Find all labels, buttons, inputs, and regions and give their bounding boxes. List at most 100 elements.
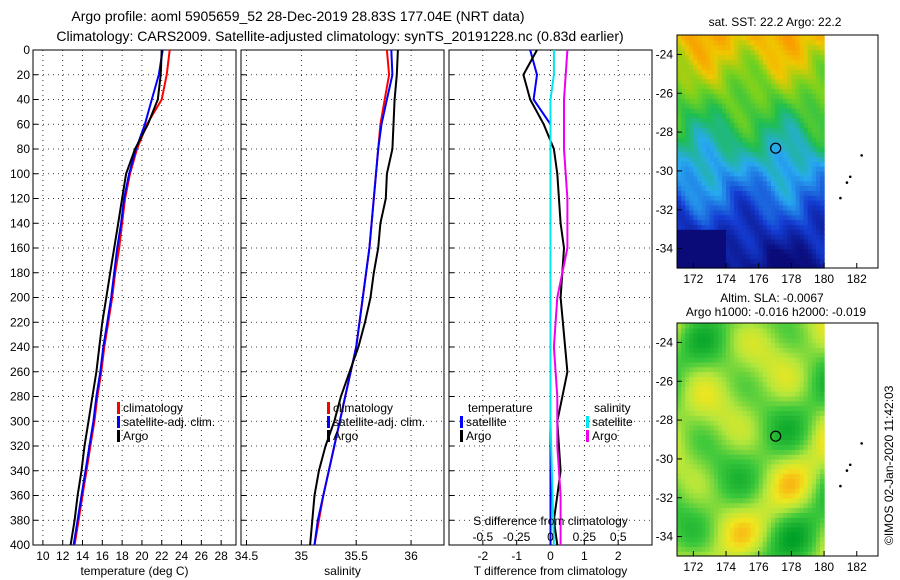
map-cell — [779, 352, 784, 358]
map-cell — [762, 531, 768, 538]
map-cell — [738, 551, 743, 557]
map-cell — [734, 439, 739, 445]
map-cell — [746, 337, 752, 344]
map-cell — [721, 429, 727, 436]
map-cell — [791, 88, 797, 94]
map-cell — [730, 405, 735, 411]
map-cell — [705, 180, 711, 187]
map-cell — [726, 444, 731, 450]
map-cell — [791, 395, 797, 402]
map-cell — [783, 107, 788, 114]
y-tick-label: -26 — [656, 374, 674, 388]
map-cell — [713, 352, 719, 358]
map-cell — [762, 424, 768, 431]
map-cell — [689, 458, 694, 465]
map-cell — [689, 478, 694, 484]
map-cell — [693, 357, 698, 363]
map-cell — [697, 64, 703, 70]
map-cell — [730, 337, 735, 344]
map-cell — [681, 107, 686, 114]
map-cell — [693, 98, 698, 104]
map-cell — [742, 214, 748, 221]
map-cell — [681, 59, 686, 65]
map-cell — [730, 361, 735, 368]
x-tick-label: 1 — [581, 549, 588, 563]
map-cell — [787, 483, 792, 489]
map-cell — [713, 107, 719, 114]
map-cell — [807, 531, 813, 538]
map-cell — [730, 497, 735, 504]
map-cell — [697, 546, 703, 552]
map-cell — [726, 332, 731, 339]
map-cell — [705, 357, 711, 363]
map-cell — [709, 361, 715, 368]
map-cell — [766, 463, 772, 470]
map-cell — [705, 93, 711, 99]
map-cell — [799, 463, 805, 470]
map-cell — [717, 395, 723, 402]
map-cell — [771, 352, 776, 358]
map-cell — [787, 546, 792, 552]
map-cell — [730, 381, 735, 387]
map-cell — [701, 214, 707, 221]
map-cell — [689, 483, 694, 489]
map-cell — [717, 69, 723, 75]
map-cell — [771, 224, 776, 230]
map-cell — [730, 410, 735, 416]
map-cell — [709, 410, 715, 416]
map-cell — [815, 204, 821, 211]
map-cell — [693, 400, 698, 407]
map-cell — [754, 132, 760, 138]
map-cell — [681, 337, 686, 344]
map-cell — [807, 420, 813, 426]
map-cell — [799, 175, 805, 182]
map-cell — [750, 323, 756, 329]
map-cell — [807, 488, 813, 494]
map-cell — [815, 488, 821, 494]
map-cell — [791, 415, 797, 421]
map-cell — [799, 151, 805, 157]
map-cell — [779, 395, 784, 402]
map-cell — [746, 434, 752, 441]
map-cell — [795, 88, 801, 94]
map-cell — [697, 136, 703, 143]
map-cell — [677, 69, 682, 75]
map-cell — [717, 243, 723, 250]
map-cell — [787, 185, 792, 191]
map-cell — [799, 522, 805, 528]
map-cell — [738, 488, 743, 494]
map-cell — [811, 190, 817, 196]
top-tick-label: 0.25 — [573, 530, 597, 544]
map-cell — [750, 185, 756, 191]
map-cell — [742, 204, 748, 211]
map-cell — [787, 352, 792, 358]
map-cell — [705, 234, 711, 240]
map-cell — [803, 180, 809, 187]
map-cell — [685, 93, 690, 99]
map-cell — [721, 214, 727, 221]
map-cell — [721, 497, 727, 504]
map-cell — [742, 78, 748, 85]
map-cell — [750, 229, 756, 235]
map-cell — [807, 405, 813, 411]
map-cell — [750, 497, 756, 504]
map-cell — [677, 141, 682, 148]
y-tick-label: -30 — [656, 452, 674, 466]
map-cell — [742, 49, 748, 56]
map-cell — [820, 44, 825, 51]
map-cell — [721, 376, 727, 382]
map-cell — [689, 146, 694, 153]
map-cell — [811, 185, 817, 191]
map-cell — [799, 410, 805, 416]
map-cell — [713, 214, 719, 221]
map-cell — [779, 83, 784, 89]
map-cell — [811, 352, 817, 358]
map-cell — [758, 395, 764, 402]
map-cell — [730, 238, 735, 245]
map-cell — [685, 175, 690, 182]
map-cell — [697, 117, 703, 123]
map-cell — [799, 327, 805, 334]
map-cell — [779, 117, 784, 123]
map-cell — [717, 93, 723, 99]
map-cell — [820, 54, 825, 60]
